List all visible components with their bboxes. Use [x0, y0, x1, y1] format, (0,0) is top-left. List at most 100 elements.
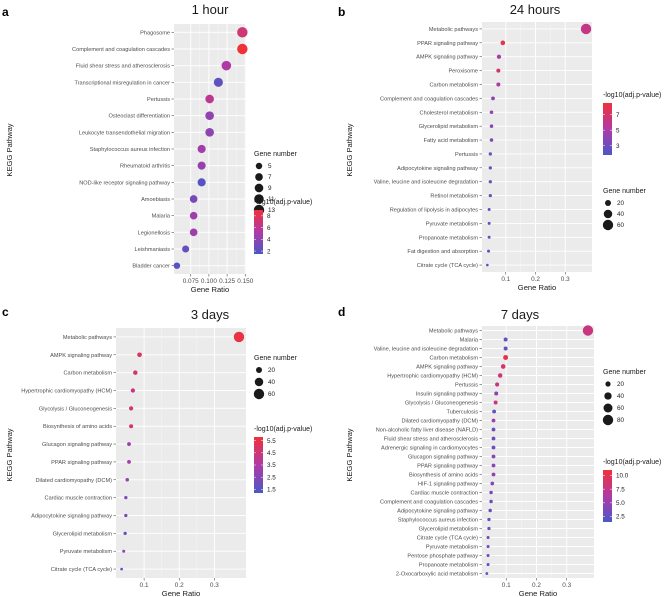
- color-legend-label: 5.0: [616, 500, 625, 507]
- color-legend-label: 2.5: [616, 514, 625, 521]
- pathway-label: Hypertrophic cardiomyopathy (HCM): [21, 389, 112, 395]
- size-legend-label: 20: [617, 381, 625, 388]
- size-legend-label: 9: [268, 185, 272, 192]
- color-legend-label: 2: [267, 248, 271, 255]
- pathway-label: Glycolysis / Gluconeogenesis: [39, 406, 112, 412]
- y-axis-label: KEGG Pathway: [345, 428, 354, 481]
- color-legend-label: 5: [616, 127, 620, 134]
- panel-label: b: [338, 5, 345, 19]
- data-point: [488, 193, 492, 198]
- data-point: [124, 513, 128, 518]
- size-legend-key: [605, 381, 611, 387]
- panel-a: a 1 hour 0.075 0.100 0.125 0.150 Phagosome Comp…: [2, 2, 312, 294]
- data-point: [129, 424, 134, 429]
- size-legend-key: [253, 388, 265, 400]
- data-point: [496, 54, 502, 59]
- x-tick-label: 0.3: [561, 276, 570, 283]
- color-legend-label: 6: [267, 225, 271, 232]
- x-tick-label: 0.1: [501, 276, 510, 283]
- y-axis-label: KEGG Pathway: [5, 123, 14, 176]
- pathway-label: Adipocytokine signaling pathway: [397, 166, 478, 172]
- data-point: [582, 325, 594, 336]
- pathway-label: Carbon metabolism: [429, 356, 478, 362]
- data-point: [487, 207, 491, 212]
- pathway-label: Propanoate metabolism: [419, 235, 478, 241]
- data-point: [486, 553, 490, 558]
- data-point: [489, 490, 493, 495]
- pathway-label: Osteoclast differentiation: [109, 114, 170, 120]
- pathway-label: Carbon metabolism: [63, 371, 112, 377]
- color-legend-bar: [603, 470, 612, 522]
- data-point: [488, 180, 492, 184]
- pathway-label: Bladder cancer: [132, 264, 170, 270]
- panel-b: b 24 hours 0.1 0.2 0.3 Metabolic pathways PPAR…: [338, 2, 661, 292]
- size-legend-key: [254, 377, 264, 387]
- size-legend-key: [602, 414, 614, 426]
- x-tick-label: 0.3: [210, 582, 219, 589]
- data-point: [487, 235, 491, 239]
- data-point: [189, 195, 198, 203]
- x-tick-label: 0.075: [183, 278, 199, 285]
- pathway-label: Metabolic pathways: [63, 335, 112, 341]
- pathway-label: Biosynthesis of amino acids: [409, 473, 478, 479]
- pathway-label: Amoebiasis: [141, 197, 170, 203]
- data-point: [488, 508, 492, 513]
- data-point: [221, 60, 232, 71]
- data-point: [197, 161, 206, 170]
- pathway-label: Cholesterol metabolism: [420, 110, 479, 116]
- pathway-label: PPAR signaling pathway: [417, 41, 478, 47]
- chart-title: 1 hour: [192, 2, 230, 17]
- data-point: [492, 409, 497, 414]
- pathway-label: Insulin signaling pathway: [416, 392, 478, 398]
- data-point: [233, 331, 245, 343]
- pathway-label: Propanoate metabolism: [419, 563, 478, 569]
- data-point: [496, 68, 501, 73]
- size-legend-key: [254, 194, 264, 204]
- data-point: [489, 110, 494, 115]
- pathway-label: Pertussis: [455, 383, 478, 389]
- pathway-label: Pertussis: [147, 97, 170, 103]
- x-tick-label: 0.2: [531, 276, 540, 283]
- color-legend-label: 3.5: [267, 462, 276, 469]
- x-tick-label: 0.3: [562, 582, 571, 589]
- x-axis-label: Gene Ratio: [519, 589, 557, 597]
- size-legend-label: 40: [617, 393, 625, 400]
- pathway-label: Transcriptional misregulation in cancer: [74, 80, 170, 86]
- size-legend-title: Gene number: [603, 369, 646, 376]
- pathway-label: Pyruvate metabolism: [426, 545, 479, 551]
- pathway-label: Metabolic pathways: [429, 27, 478, 33]
- pathway-label: Leukocyte transendothelial migration: [79, 130, 170, 136]
- pathway-label: Fatty acid metabolism: [424, 138, 479, 144]
- data-point: [237, 27, 248, 38]
- pathway-label: Glucagon signaling pathway: [42, 442, 112, 448]
- pathway-label: PPAR signaling pathway: [417, 464, 478, 470]
- data-point: [133, 370, 138, 375]
- size-legend-label: 7: [268, 174, 272, 181]
- plot-background: [482, 22, 592, 272]
- data-point: [486, 544, 490, 549]
- pathway-label: Pertussis: [455, 152, 478, 158]
- pathway-label: Citrate cycle (TCA cycle): [417, 263, 478, 269]
- data-point: [491, 436, 496, 441]
- data-point: [491, 472, 496, 477]
- color-legend-bar: [603, 103, 612, 155]
- color-legend-bar: [254, 210, 263, 254]
- data-point: [580, 23, 592, 35]
- pathway-label: Staphylococcus aureus infection: [90, 147, 170, 153]
- data-point: [237, 43, 248, 55]
- data-point: [205, 111, 214, 120]
- data-point: [487, 517, 491, 522]
- color-legend-title: -log10(adj.p-value): [603, 92, 661, 99]
- pathway-label: Complement and coagulation cascades: [72, 47, 170, 53]
- size-legend-key: [254, 183, 264, 193]
- data-point: [125, 478, 130, 482]
- size-legend-key: [255, 162, 263, 170]
- size-legend-label: 20: [617, 200, 625, 207]
- pathway-label: Valine, leucine and isoleucine degradati…: [374, 180, 478, 186]
- data-point: [491, 463, 496, 468]
- data-point: [495, 382, 500, 387]
- pathway-label: Cardiac muscle contraction: [411, 491, 478, 497]
- data-point: [130, 388, 135, 393]
- size-legend-label: 60: [268, 391, 276, 398]
- chart-title: 3 days: [191, 307, 230, 322]
